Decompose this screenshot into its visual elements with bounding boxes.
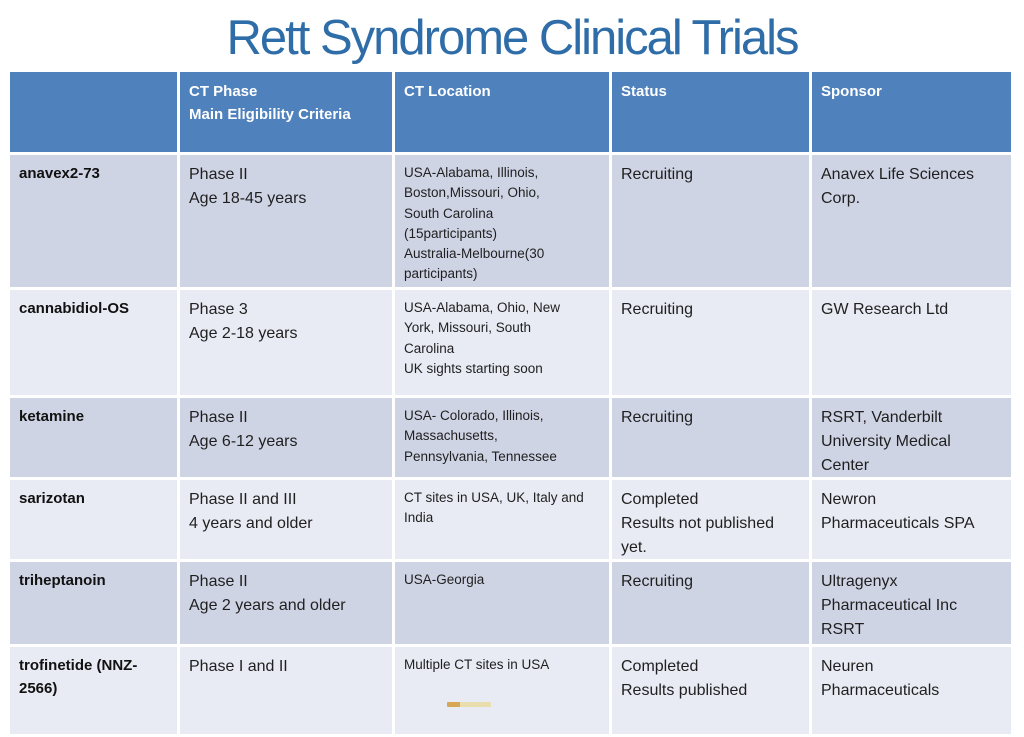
phase-cell: Phase II Age 18-45 years bbox=[180, 155, 395, 290]
header-cell-phase: CT Phase Main Eligibility Criteria bbox=[180, 72, 395, 155]
clipped-footer-artifact bbox=[447, 702, 491, 707]
phase-cell: Phase II Age 2 years and older bbox=[180, 562, 395, 647]
phase-cell: Phase II Age 6-12 years bbox=[180, 398, 395, 480]
header-cell-sponsor: Sponsor bbox=[812, 72, 1014, 155]
sponsor-cell: GW Research Ltd bbox=[812, 290, 1014, 398]
location-cell: USA-Alabama, Illinois, Boston,Missouri, … bbox=[395, 155, 612, 290]
sponsor-cell: Neuren Pharmaceuticals bbox=[812, 647, 1014, 737]
location-cell: USA- Colorado, Illinois, Massachusetts, … bbox=[395, 398, 612, 480]
table-row-anavex2-73: anavex2-73 Phase II Age 18-45 years USA-… bbox=[10, 155, 1014, 290]
location-cell: USA-Alabama, Ohio, New York, Missouri, S… bbox=[395, 290, 612, 398]
header-cell-drug bbox=[10, 72, 180, 155]
location-cell: USA-Georgia bbox=[395, 562, 612, 647]
page-title: Rett Syndrome Clinical Trials bbox=[226, 11, 799, 65]
sponsor-cell: Newron Pharmaceuticals SPA bbox=[812, 480, 1014, 562]
location-cell: CT sites in USA, UK, Italy and India bbox=[395, 480, 612, 562]
drug-name: cannabidiol-OS bbox=[10, 290, 180, 398]
table-row-triheptanoin: triheptanoin Phase II Age 2 years and ol… bbox=[10, 562, 1014, 647]
drug-name: sarizotan bbox=[10, 480, 180, 562]
status-cell: Recruiting bbox=[612, 398, 812, 480]
drug-name: triheptanoin bbox=[10, 562, 180, 647]
status-cell: Recruiting bbox=[612, 155, 812, 290]
sponsor-cell: Anavex Life Sciences Corp. bbox=[812, 155, 1014, 290]
table-row-trofinetide: trofinetide (NNZ-2566) Phase I and II Mu… bbox=[10, 647, 1014, 737]
status-cell: Completed Results not published yet. bbox=[612, 480, 812, 562]
location-cell: Multiple CT sites in USA bbox=[395, 647, 612, 737]
status-cell: Completed Results published bbox=[612, 647, 812, 737]
sponsor-cell: Ultragenyx Pharmaceutical Inc RSRT bbox=[812, 562, 1014, 647]
clinical-trials-table: CT Phase Main Eligibility Criteria CT Lo… bbox=[10, 72, 1014, 737]
table-row-cannabidiol-os: cannabidiol-OS Phase 3 Age 2-18 years US… bbox=[10, 290, 1014, 398]
sponsor-cell: RSRT, Vanderbilt University Medical Cent… bbox=[812, 398, 1014, 480]
phase-cell: Phase I and II bbox=[180, 647, 395, 737]
drug-name: ketamine bbox=[10, 398, 180, 480]
table-header-row: CT Phase Main Eligibility Criteria CT Lo… bbox=[10, 72, 1014, 155]
phase-cell: Phase II and III 4 years and older bbox=[180, 480, 395, 562]
table-row-ketamine: ketamine Phase II Age 6-12 years USA- Co… bbox=[10, 398, 1014, 480]
table-row-sarizotan: sarizotan Phase II and III 4 years and o… bbox=[10, 480, 1014, 562]
status-cell: Recruiting bbox=[612, 562, 812, 647]
header-cell-location: CT Location bbox=[395, 72, 612, 155]
header-cell-status: Status bbox=[612, 72, 812, 155]
status-cell: Recruiting bbox=[612, 290, 812, 398]
phase-cell: Phase 3 Age 2-18 years bbox=[180, 290, 395, 398]
drug-name: anavex2-73 bbox=[10, 155, 180, 290]
drug-name: trofinetide (NNZ-2566) bbox=[10, 647, 180, 737]
